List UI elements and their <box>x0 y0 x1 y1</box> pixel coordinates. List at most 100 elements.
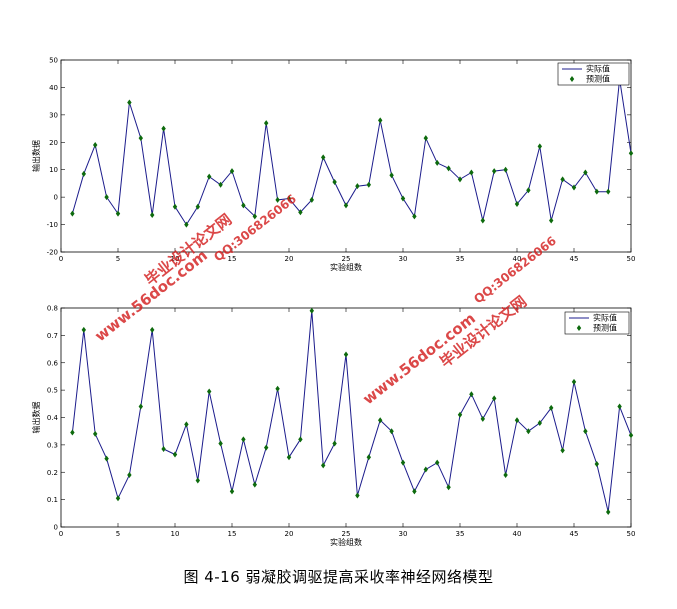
data-point-predicted <box>469 391 474 398</box>
data-point-predicted <box>480 217 485 224</box>
data-point-predicted <box>412 488 417 495</box>
data-point-predicted <box>503 166 508 173</box>
data-point-predicted <box>526 428 531 435</box>
x-tick-label: 50 <box>627 530 636 538</box>
data-point-predicted <box>298 436 303 443</box>
legend-label-predicted: 预测值 <box>593 323 617 333</box>
y-axis-label: 输出数据 <box>31 140 41 172</box>
data-point-predicted <box>571 378 577 385</box>
x-tick-label: 40 <box>513 255 522 263</box>
x-tick-label: 25 <box>342 255 351 263</box>
data-point-predicted <box>115 495 121 502</box>
data-point-predicted <box>241 202 246 209</box>
data-point-predicted <box>355 183 360 190</box>
legend-marker-swatch <box>576 325 582 331</box>
data-point-predicted <box>378 417 383 424</box>
data-point-predicted <box>526 187 531 194</box>
x-tick-label: 20 <box>285 530 294 538</box>
data-point-predicted <box>606 508 611 515</box>
y-tick-label: 0.5 <box>47 387 58 395</box>
x-tick-label: 35 <box>456 530 465 538</box>
data-point-predicted <box>264 444 269 451</box>
data-point-predicted <box>400 195 406 202</box>
data-point-predicted <box>366 181 371 188</box>
y-tick-label: 10 <box>49 166 58 174</box>
data-point-predicted <box>264 120 269 127</box>
data-point-predicted <box>321 462 326 469</box>
series-line-actual <box>71 310 632 513</box>
data-point-predicted <box>480 415 485 422</box>
chart-top: 0 5 10 15 20 25 30 35 40 45 50 -20 -10 0 10 20 30 40 50 实验组… <box>31 57 635 273</box>
plot-frame <box>60 59 632 253</box>
y-tick-label: 0.3 <box>47 441 58 449</box>
y-tick-label: 0 <box>54 194 58 202</box>
data-point-predicted <box>218 181 223 188</box>
data-point-predicted <box>104 194 109 201</box>
x-axis-label: 实验组数 <box>330 262 362 272</box>
x-tick-label: 20 <box>285 255 294 263</box>
data-point-predicted <box>70 210 75 217</box>
x-tick-label: 30 <box>399 255 408 263</box>
data-point-predicted <box>195 203 200 210</box>
data-point-predicted <box>321 154 326 161</box>
x-tick-label: 15 <box>228 255 237 263</box>
legend-marker-swatch <box>569 76 575 82</box>
series-line-actual <box>71 79 632 226</box>
data-point-predicted <box>389 428 394 435</box>
data-point-predicted <box>378 117 383 124</box>
data-point-predicted <box>594 461 599 468</box>
data-point-predicted <box>275 385 280 392</box>
data-point-predicted <box>70 429 75 436</box>
data-point-predicted <box>286 454 292 461</box>
plot-frame <box>60 307 632 528</box>
data-point-predicted <box>400 459 406 466</box>
y-tick-label: 0.1 <box>47 496 58 504</box>
data-point-predicted <box>628 150 634 157</box>
y-tick-label: 20 <box>49 139 58 147</box>
data-point-predicted <box>423 466 428 473</box>
x-tick-label: 0 <box>59 255 63 263</box>
y-tick-label: 50 <box>49 57 58 65</box>
y-tick-label: 0.7 <box>47 332 58 340</box>
data-point-predicted <box>583 428 588 435</box>
data-point-predicted <box>366 454 371 461</box>
x-tick-label: 5 <box>116 255 120 263</box>
data-point-predicted <box>560 447 565 454</box>
data-point-predicted <box>138 135 143 142</box>
legend-label-actual: 实际值 <box>593 313 617 323</box>
data-point-predicted <box>389 172 394 179</box>
data-point-predicted <box>435 459 440 466</box>
x-tick-label: 45 <box>570 255 579 263</box>
x-tick-label: 10 <box>171 255 180 263</box>
x-tick-label: 30 <box>399 530 408 538</box>
data-point-predicted <box>172 203 178 210</box>
y-axis-label: 输出数据 <box>31 402 41 434</box>
data-point-predicted <box>252 213 257 220</box>
y-tick-label: 0.6 <box>47 359 59 367</box>
data-point-predicted <box>184 421 189 428</box>
data-point-predicted <box>343 202 349 209</box>
data-point-predicted <box>355 492 360 499</box>
data-point-predicted <box>492 395 497 402</box>
x-tick-label: 10 <box>171 530 180 538</box>
data-point-predicted <box>606 188 611 195</box>
data-point-predicted <box>127 99 132 106</box>
data-point-predicted <box>241 436 246 443</box>
figure-caption: 图 4-16 弱凝胶调驱提高采收率神经网络模型 <box>183 568 494 586</box>
data-point-predicted <box>184 221 189 228</box>
x-tick-label: 0 <box>59 530 63 538</box>
y-tick-label: -10 <box>47 221 58 229</box>
data-point-predicted <box>229 168 235 175</box>
x-tick-label: 5 <box>116 530 120 538</box>
legend-label-actual: 实际值 <box>586 64 610 74</box>
data-point-predicted <box>252 481 257 488</box>
data-point-predicted <box>617 403 622 410</box>
data-point-predicted <box>571 184 577 191</box>
data-point-predicted <box>492 168 497 175</box>
data-point-predicted <box>218 440 223 447</box>
data-point-predicted <box>150 326 155 333</box>
data-point-predicted <box>81 170 86 177</box>
data-point-predicted <box>332 179 337 186</box>
data-point-predicted <box>537 419 542 426</box>
data-point-predicted <box>435 159 440 166</box>
